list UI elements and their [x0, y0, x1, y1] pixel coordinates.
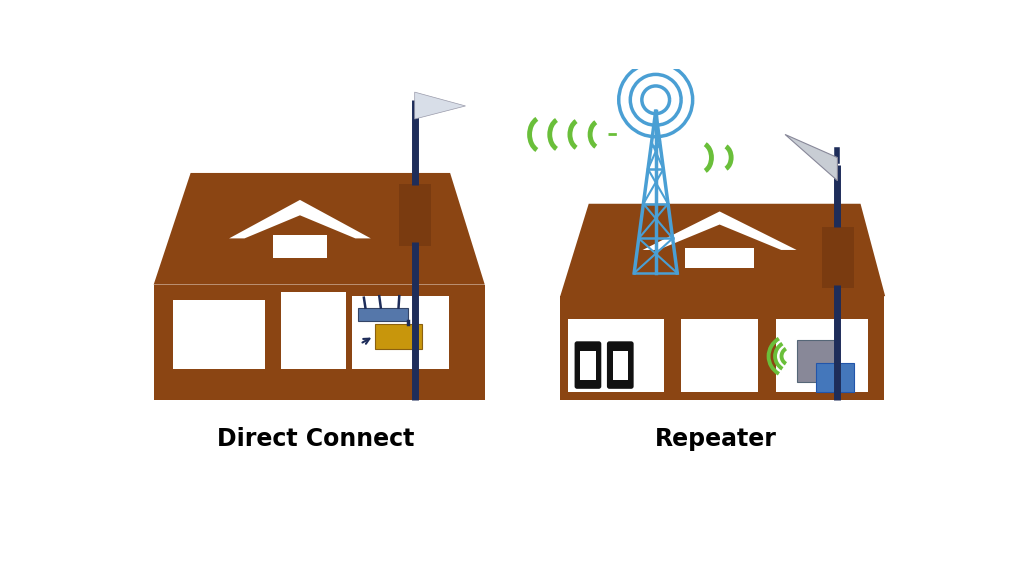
- Polygon shape: [154, 173, 484, 285]
- Bar: [398, 185, 431, 246]
- Bar: [357, 308, 408, 321]
- Polygon shape: [560, 204, 885, 296]
- Bar: [776, 319, 868, 392]
- FancyBboxPatch shape: [608, 342, 633, 388]
- Bar: [797, 340, 837, 382]
- Bar: [612, 351, 628, 380]
- Bar: [822, 227, 854, 289]
- Polygon shape: [415, 92, 466, 119]
- Bar: [376, 324, 422, 348]
- Text: Repeater: Repeater: [654, 427, 776, 451]
- Bar: [352, 296, 449, 369]
- Bar: [173, 300, 265, 369]
- Bar: [816, 363, 854, 392]
- Text: Direct Connect: Direct Connect: [217, 427, 414, 451]
- Bar: [568, 319, 665, 392]
- Bar: [685, 248, 755, 269]
- FancyBboxPatch shape: [575, 342, 600, 388]
- Bar: [281, 292, 346, 369]
- Bar: [681, 319, 758, 392]
- Bar: [154, 285, 484, 400]
- Bar: [560, 296, 884, 400]
- Polygon shape: [229, 200, 371, 239]
- Polygon shape: [785, 135, 838, 181]
- Bar: [581, 351, 596, 380]
- Bar: [273, 235, 327, 258]
- Polygon shape: [643, 212, 797, 250]
